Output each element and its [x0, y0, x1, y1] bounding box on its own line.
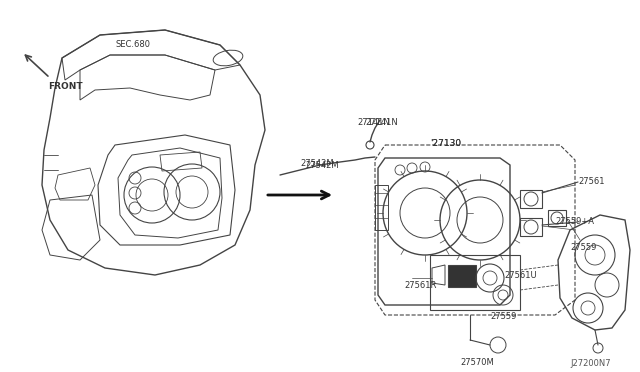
Text: 27559: 27559 [570, 244, 596, 253]
Bar [520, 190, 542, 208]
Text: 27141N: 27141N [365, 118, 397, 127]
Text: 27141N: 27141N [357, 118, 390, 127]
Text: 27559+A: 27559+A [555, 218, 594, 227]
Text: 27559: 27559 [490, 312, 516, 321]
Text: '27130: '27130 [430, 139, 461, 148]
Text: J27200N7: J27200N7 [570, 359, 611, 368]
Text: SEC.680: SEC.680 [115, 40, 150, 49]
Text: 27561: 27561 [578, 177, 605, 186]
Bar [520, 218, 542, 236]
Bar [548, 210, 566, 226]
Text: 27570M: 27570M [460, 358, 493, 367]
Text: 27561R: 27561R [404, 280, 436, 289]
Text: 27561U: 27561U [504, 270, 536, 279]
Text: '27130: '27130 [430, 139, 461, 148]
Text: FRONT: FRONT [48, 82, 83, 91]
Text: 27542M: 27542M [300, 159, 333, 168]
Text: 27542M: 27542M [305, 161, 339, 170]
Bar [448, 265, 476, 287]
